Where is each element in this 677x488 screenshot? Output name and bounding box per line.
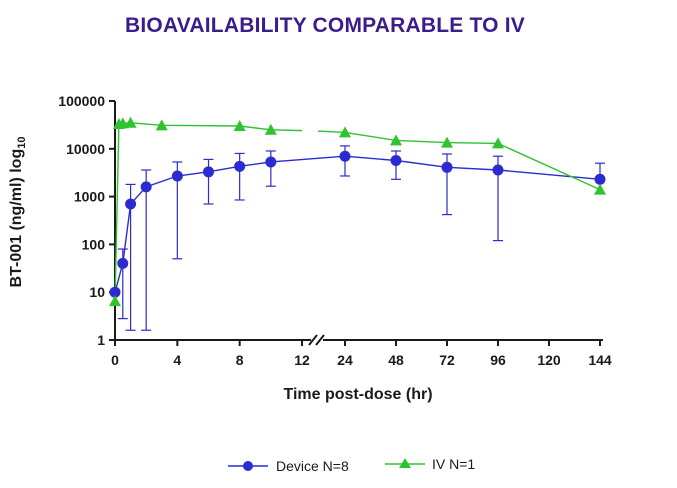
data-point-device [125, 198, 137, 210]
x-ticks: 0 4 8 12 24 48 72 96 120 144 [111, 340, 612, 368]
data-point-device [265, 156, 277, 168]
data-point-device [140, 181, 152, 193]
y-ticks: 1 10 100 1000 10000 100000 [58, 93, 115, 348]
data-point-iv [124, 116, 137, 128]
series-lines [114, 122, 601, 302]
data-point-iv [390, 134, 402, 146]
data-point-iv [594, 183, 606, 195]
data-point-iv [441, 136, 453, 148]
x-axis [115, 334, 603, 346]
x-tick-label: 12 [294, 352, 310, 368]
x-tick-label: 96 [490, 352, 506, 368]
data-point-device [203, 166, 214, 178]
series-0-line-left [114, 161, 271, 293]
x-tick-label: 72 [439, 352, 455, 368]
y-axis-title: BT-001 (ng/ml) log10 [8, 137, 28, 288]
chart-title: BIOAVAILABILITY COMPARABLE TO IV [125, 14, 525, 37]
data-point-device [109, 286, 121, 298]
data-point-device [171, 170, 183, 182]
y-tick-label: 100 [82, 236, 106, 252]
x-tick-label: 8 [236, 352, 244, 368]
y-tick-label: 1 [97, 332, 105, 348]
data-point-iv [155, 119, 168, 131]
data-point-iv [264, 123, 277, 135]
y-tick-label: 10 [89, 284, 105, 300]
data-point-device [441, 161, 453, 173]
series-0-line-bridge [270, 155, 346, 163]
series-markers [109, 116, 606, 307]
data-point-iv [109, 295, 121, 307]
legend-device-label: Device N=8 [276, 458, 349, 474]
x-tick-label: 48 [388, 352, 404, 368]
y-axis-title-subscript: 10 [16, 137, 28, 149]
x-axis-break-mark [315, 334, 325, 346]
data-point-device [390, 154, 402, 166]
series-1-line-stub [270, 129, 303, 132]
y-axis-title-main: BT-001 (ng/ml) log [8, 149, 25, 288]
x-axis-break-mark [308, 334, 318, 346]
x-tick-label: 4 [173, 352, 181, 368]
legend-iv-label: IV N=1 [432, 456, 475, 472]
data-point-device [492, 164, 504, 176]
series-0-line-right [344, 155, 601, 180]
x-tick-label: 144 [588, 352, 612, 368]
data-point-iv [492, 137, 504, 149]
x-tick-label: 24 [337, 352, 353, 368]
legend-iv-marker [399, 458, 411, 468]
data-point-iv [339, 126, 351, 138]
data-point-device [234, 160, 246, 172]
data-point-device [594, 173, 606, 185]
x-tick-label: 120 [537, 352, 561, 368]
y-tick-label: 100000 [58, 93, 105, 109]
y-tick-label: 10000 [66, 141, 105, 157]
data-point-device [117, 257, 129, 269]
series-1-line-resume [317, 130, 346, 134]
legend: Device N=8 IV N=1 [228, 456, 475, 474]
legend-device-marker [243, 461, 253, 471]
y-tick-label: 1000 [74, 189, 105, 205]
x-axis-title: Time post-dose (hr) [283, 386, 432, 403]
data-point-device [339, 150, 351, 162]
series-1-line-left [114, 122, 271, 302]
series-1-line-right [344, 131, 601, 191]
data-point-iv [233, 119, 246, 131]
x-tick-label: 0 [111, 352, 119, 368]
